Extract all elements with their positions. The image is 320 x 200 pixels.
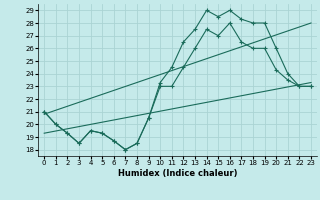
X-axis label: Humidex (Indice chaleur): Humidex (Indice chaleur) — [118, 169, 237, 178]
